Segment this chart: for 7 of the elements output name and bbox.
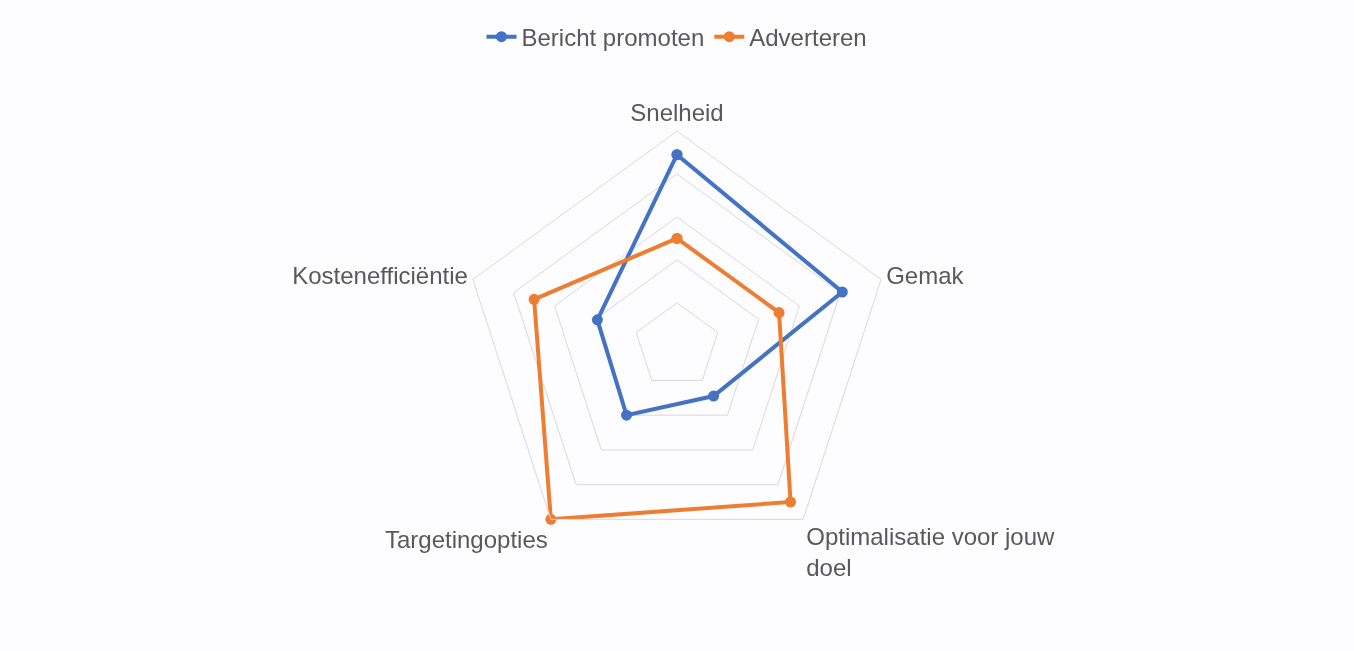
legend-label: Adverteren (749, 24, 867, 52)
legend-label: Bericht promoten (521, 24, 705, 52)
spoke-label: Kostenefficiëntie (292, 262, 468, 290)
spoke-label: Optimalisatie voor jouw doel (806, 523, 1056, 582)
spoke-label: Targetingopties (384, 525, 548, 553)
spoke-label: Gemak (886, 262, 965, 290)
spoke-label: Snelheid (630, 99, 724, 126)
